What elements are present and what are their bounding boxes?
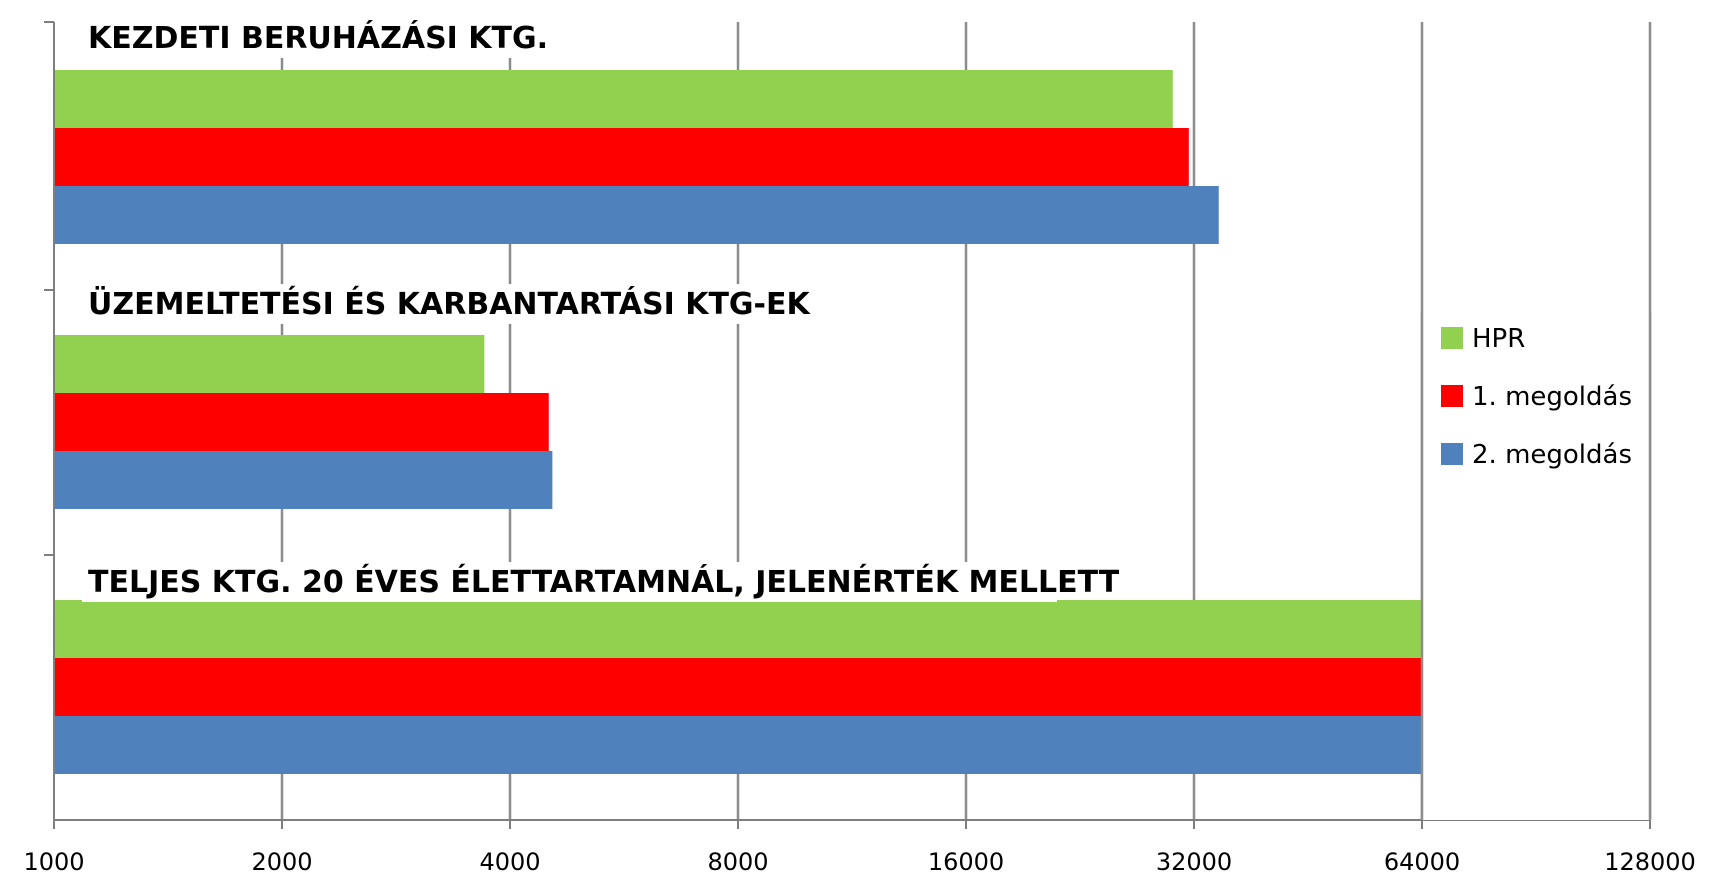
legend-label: 1. megoldás bbox=[1472, 382, 1632, 412]
bar bbox=[54, 128, 1189, 186]
bar bbox=[54, 451, 553, 509]
bar bbox=[54, 658, 1615, 716]
category-titles: KEZDETI BERUHÁZÁSI KTG. ÜZEMELTETÉSI ÉS K… bbox=[82, 18, 1120, 602]
category-title: ÜZEMELTETÉSI ÉS KARBANTARTÁSI KTG-EK bbox=[88, 285, 811, 322]
bar bbox=[54, 70, 1173, 128]
bar bbox=[54, 186, 1219, 244]
x-tick-label: 8000 bbox=[707, 848, 768, 876]
category-title-bg bbox=[82, 284, 772, 324]
legend-swatch bbox=[1441, 385, 1463, 407]
legend-label: HPR bbox=[1472, 324, 1525, 354]
bar bbox=[54, 393, 549, 451]
x-tick-label: 1000 bbox=[23, 848, 84, 876]
bar bbox=[54, 335, 485, 393]
bar bbox=[54, 716, 1629, 774]
x-tick-label: 32000 bbox=[1156, 848, 1232, 876]
x-tick-label: 128000 bbox=[1604, 848, 1696, 876]
category-title: KEZDETI BERUHÁZÁSI KTG. bbox=[88, 20, 548, 56]
category-title: TELJES KTG. 20 ÉVES ÉLETTARTAMNÁL, JELEN… bbox=[88, 564, 1120, 600]
legend: HPR 1. megoldás 2. megoldás bbox=[1420, 312, 1652, 820]
bars bbox=[54, 70, 1629, 774]
x-tick-label: 2000 bbox=[251, 848, 312, 876]
legend-swatch bbox=[1441, 327, 1463, 349]
legend-label: 2. megoldás bbox=[1472, 440, 1632, 470]
legend-swatch bbox=[1441, 443, 1463, 465]
category-title-bg bbox=[82, 18, 517, 58]
axes: 1000 2000 4000 8000 16000 32000 64000 128000 bbox=[23, 21, 1696, 876]
x-tick-label: 64000 bbox=[1384, 848, 1460, 876]
bar bbox=[54, 600, 1569, 658]
category-title-bg bbox=[82, 562, 1057, 602]
x-tick-label: 16000 bbox=[928, 848, 1004, 876]
x-tick-label: 4000 bbox=[479, 848, 540, 876]
